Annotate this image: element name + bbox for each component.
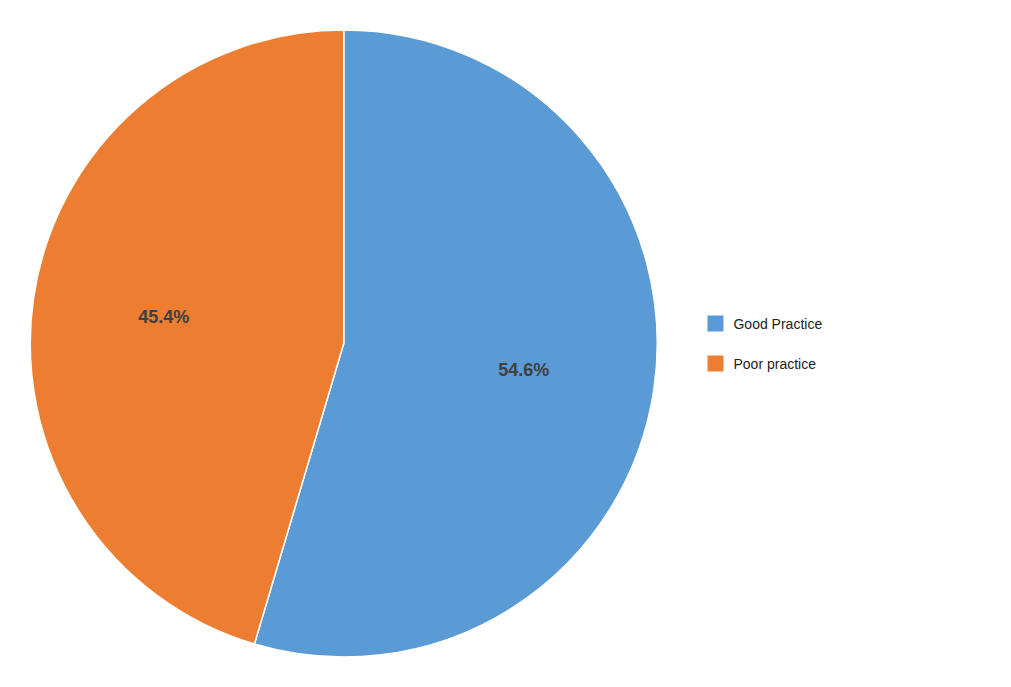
pie (30, 30, 657, 657)
data-label: 54.6% (498, 360, 549, 380)
legend-item: Good Practice (707, 316, 822, 332)
chart-svg: 54.6% 45.4% Good Practice Poor practice (0, 0, 1011, 687)
legend-swatch (707, 316, 723, 332)
legend: Good Practice Poor practice (707, 316, 822, 372)
chart-container: 54.6% 45.4% Good Practice Poor practice (0, 0, 1011, 687)
data-labels: 54.6% 45.4% (138, 307, 549, 379)
legend-label: Poor practice (733, 356, 816, 372)
data-label: 45.4% (138, 307, 189, 327)
legend-label: Good Practice (733, 316, 822, 332)
legend-item: Poor practice (707, 356, 816, 372)
pie-slice (30, 30, 344, 644)
legend-swatch (707, 356, 723, 372)
